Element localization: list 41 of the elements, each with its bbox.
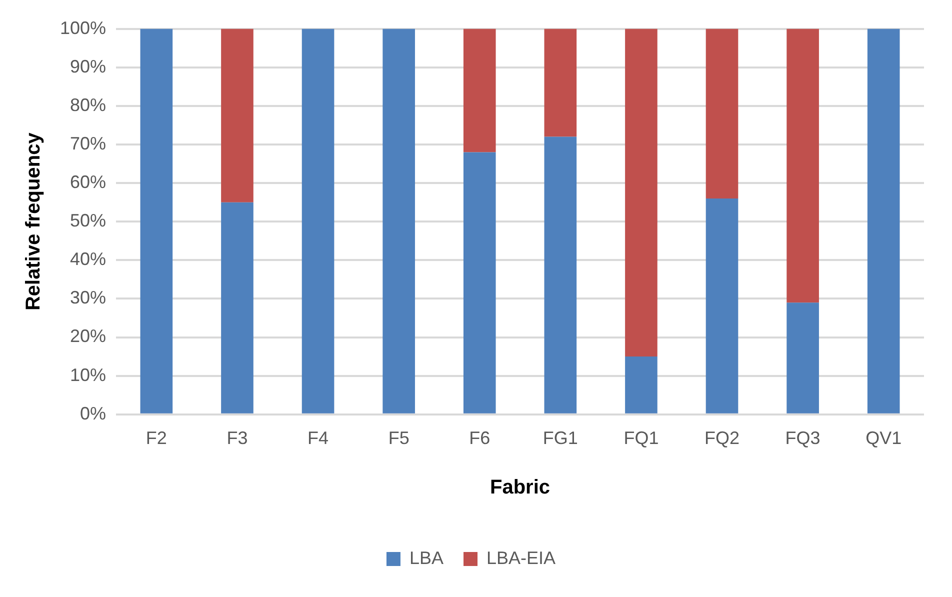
y-tick-label: 100%: [60, 18, 106, 38]
y-tick-label: 90%: [70, 56, 106, 76]
y-tick-label: 70%: [70, 133, 106, 154]
y-tick-label: 40%: [70, 249, 106, 270]
bar: [302, 28, 334, 414]
x-tick-label: F4: [308, 428, 329, 448]
bar: [221, 202, 254, 414]
bar: [463, 28, 496, 152]
bar: [544, 136, 577, 414]
bar: [544, 28, 577, 137]
x-tick-label: QV1: [866, 428, 902, 448]
x-tick-label: F6: [469, 428, 490, 448]
bar: [706, 198, 738, 414]
legend-label: LBA: [409, 548, 444, 568]
bar: [786, 28, 819, 303]
bar: [786, 302, 819, 414]
x-axis-title: Fabric: [490, 476, 550, 499]
bar: [221, 28, 254, 202]
x-tick-label: FQ3: [785, 428, 820, 448]
y-tick-label: 0%: [80, 403, 106, 424]
y-tick-label: 50%: [70, 210, 106, 231]
y-tick-label: 20%: [70, 326, 106, 346]
legend-label: LBA-EIA: [486, 548, 556, 568]
x-tick-label: F2: [146, 428, 167, 448]
bar: [706, 28, 738, 198]
bar: [382, 28, 415, 414]
bar: [625, 356, 658, 414]
bar: [867, 28, 900, 414]
y-axis-title: Relative frequency: [22, 132, 45, 311]
x-tick-label: FG1: [542, 428, 578, 448]
bar: [625, 28, 658, 357]
x-tick-label: FQ2: [704, 428, 740, 448]
y-tick-label: 30%: [70, 288, 106, 308]
bar: [140, 28, 173, 414]
y-tick-label: 60%: [70, 172, 106, 192]
y-tick-label: 10%: [70, 364, 106, 385]
bar: [463, 152, 496, 414]
x-tick-label: F5: [388, 428, 410, 448]
x-tick-label: F3: [226, 428, 248, 448]
x-tick-label: FQ1: [624, 428, 659, 448]
y-tick-label: 80%: [70, 94, 106, 115]
